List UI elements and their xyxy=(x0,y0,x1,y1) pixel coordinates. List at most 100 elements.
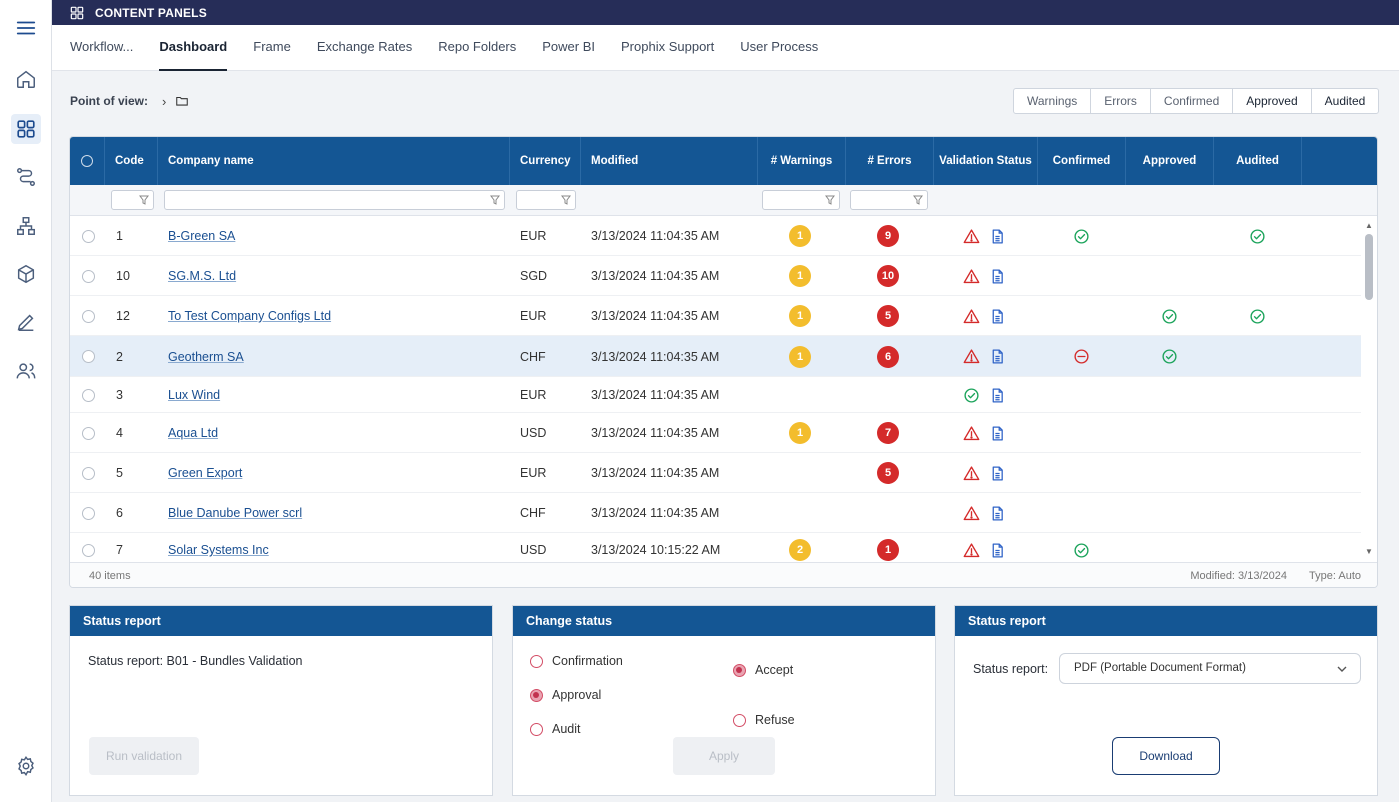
row-checkbox[interactable] xyxy=(82,493,96,533)
radio-refuse[interactable]: Refuse xyxy=(733,713,795,727)
col-audited[interactable]: Audited xyxy=(1214,137,1302,185)
table-row[interactable]: 12 To Test Company Configs Ltd EUR 3/13/202… xyxy=(70,296,1363,336)
document-icon[interactable] xyxy=(989,453,1007,493)
tab-repo-folders[interactable]: Repo Folders xyxy=(438,39,517,54)
table-row[interactable]: 5 Green Export EUR 3/13/2024 11:04:35 AM 5 xyxy=(70,453,1363,493)
row-checkbox[interactable] xyxy=(82,453,96,493)
col-approved[interactable]: Approved xyxy=(1126,137,1214,185)
table-row[interactable]: 2 Geotherm SA CHF 3/13/2024 11:04:35 AM 1 6 xyxy=(70,336,1363,377)
errors-badge: 5 xyxy=(877,296,899,336)
col-errors[interactable]: # Errors xyxy=(846,137,934,185)
currency-filter-input[interactable] xyxy=(516,190,576,210)
menu-icon[interactable] xyxy=(11,13,41,43)
panel-title: Status report xyxy=(955,606,1377,636)
table-row[interactable]: 4 Aqua Ltd USD 3/13/2024 11:04:35 AM 1 7 xyxy=(70,413,1363,453)
settings-icon[interactable] xyxy=(11,751,41,781)
filter-audited[interactable]: Audited xyxy=(1310,89,1379,113)
col-warnings[interactable]: # Warnings xyxy=(758,137,846,185)
status-report-panel: Status report Status report: B01 - Bundl… xyxy=(69,605,493,796)
filter-approved[interactable]: Approved xyxy=(1232,89,1310,113)
cell-code: 1 xyxy=(116,229,123,243)
tab-exchange-rates[interactable]: Exchange Rates xyxy=(316,39,413,54)
scroll-up-icon[interactable]: ▲ xyxy=(1365,221,1373,230)
radio-approval[interactable]: Approval xyxy=(530,688,601,702)
company-link[interactable]: To Test Company Configs Ltd xyxy=(168,309,332,323)
company-link[interactable]: SG.M.S. Ltd xyxy=(168,269,237,283)
cube-icon[interactable] xyxy=(11,259,41,289)
table-row[interactable]: 6 Blue Danube Power scrl CHF 3/13/2024 11:0… xyxy=(70,493,1363,533)
document-icon[interactable] xyxy=(989,296,1007,336)
company-link[interactable]: Geotherm SA xyxy=(168,349,244,364)
company-filter-input[interactable] xyxy=(164,190,505,210)
row-checkbox[interactable] xyxy=(82,530,96,562)
filter-errors[interactable]: Errors xyxy=(1090,89,1150,113)
warnings-badge: 1 xyxy=(789,256,811,296)
company-link[interactable]: Blue Danube Power scrl xyxy=(168,506,303,520)
table-row[interactable]: 3 Lux Wind EUR 3/13/2024 11:04:35 AM xyxy=(70,377,1363,413)
grid-scrollbar[interactable]: ▲ ▼ xyxy=(1361,216,1377,562)
download-button[interactable]: Download xyxy=(1112,737,1220,775)
tab-prophix-support[interactable]: Prophix Support xyxy=(621,39,715,54)
radio-accept[interactable]: Accept xyxy=(733,663,793,677)
edit-icon[interactable] xyxy=(11,307,41,337)
cell-currency: EUR xyxy=(520,229,547,243)
document-icon[interactable] xyxy=(989,336,1007,377)
document-icon[interactable] xyxy=(989,256,1007,296)
tab-workflow[interactable]: Workflow... xyxy=(70,39,134,54)
warning-icon xyxy=(963,216,981,256)
errors-badge: 9 xyxy=(877,216,899,256)
hierarchy-icon[interactable] xyxy=(11,211,41,241)
cell-modified: 3/13/2024 11:04:35 AM xyxy=(591,426,720,440)
company-link[interactable]: Green Export xyxy=(168,466,243,480)
document-icon[interactable] xyxy=(989,413,1007,453)
company-link[interactable]: Lux Wind xyxy=(168,388,221,402)
document-icon[interactable] xyxy=(989,377,1007,413)
folder-icon[interactable] xyxy=(175,94,189,108)
document-icon[interactable] xyxy=(989,216,1007,256)
dashboard-icon[interactable] xyxy=(11,114,41,144)
tab-dashboard[interactable]: Dashboard xyxy=(146,25,240,71)
scroll-thumb[interactable] xyxy=(1365,234,1373,300)
col-validation[interactable]: Validation Status xyxy=(934,137,1038,185)
row-checkbox[interactable] xyxy=(82,377,96,413)
tab-power-bi[interactable]: Power BI xyxy=(542,39,596,54)
col-company[interactable]: Company name xyxy=(158,137,510,185)
filter-confirmed[interactable]: Confirmed xyxy=(1149,89,1232,113)
chevron-right-icon[interactable]: › xyxy=(162,93,167,109)
errors-filter-input[interactable] xyxy=(850,190,928,210)
users-icon[interactable] xyxy=(11,356,41,386)
cell-currency: USD xyxy=(520,543,547,557)
row-checkbox[interactable] xyxy=(82,256,96,296)
col-code[interactable]: Code xyxy=(105,137,158,185)
run-validation-button[interactable]: Run validation xyxy=(89,737,199,775)
apply-button[interactable]: Apply xyxy=(673,737,775,775)
warnings-filter-input[interactable] xyxy=(762,190,840,210)
radio-confirmation[interactable]: Confirmation xyxy=(530,654,623,668)
tab-user-process[interactable]: User Process xyxy=(740,39,819,54)
document-icon[interactable] xyxy=(989,493,1007,533)
tab-frame[interactable]: Frame xyxy=(253,39,291,54)
filter-warnings[interactable]: Warnings xyxy=(1027,94,1078,108)
scroll-down-icon[interactable]: ▼ xyxy=(1365,547,1373,556)
row-checkbox[interactable] xyxy=(82,296,96,336)
report-format-select[interactable]: PDF (Portable Document Format) xyxy=(1059,653,1361,684)
company-link[interactable]: Solar Systems Inc xyxy=(168,543,269,557)
col-currency[interactable]: Currency xyxy=(510,137,581,185)
companies-grid: Code Company name Currency Modified # Wa… xyxy=(69,136,1378,588)
col-modified[interactable]: Modified xyxy=(581,137,758,185)
table-row[interactable]: 7 Solar Systems Inc USD 3/13/2024 10:15:22 … xyxy=(70,530,1363,562)
home-icon[interactable] xyxy=(11,64,41,94)
document-icon[interactable] xyxy=(989,530,1007,562)
company-link[interactable]: Aqua Ltd xyxy=(168,426,219,440)
select-all-checkbox[interactable] xyxy=(70,137,105,185)
row-checkbox[interactable] xyxy=(82,216,96,256)
radio-audit[interactable]: Audit xyxy=(530,722,581,736)
table-row[interactable]: 10 SG.M.S. Ltd SGD 3/13/2024 11:04:35 AM 1 10 xyxy=(70,256,1363,296)
table-row[interactable]: 1 B-Green SA EUR 3/13/2024 11:04:35 AM 1 9 xyxy=(70,216,1363,256)
row-checkbox[interactable] xyxy=(82,336,96,377)
col-confirmed[interactable]: Confirmed xyxy=(1038,137,1126,185)
workflow-icon[interactable] xyxy=(11,162,41,192)
code-filter-input[interactable] xyxy=(111,190,154,210)
row-checkbox[interactable] xyxy=(82,413,96,453)
company-link[interactable]: B-Green SA xyxy=(168,229,236,243)
